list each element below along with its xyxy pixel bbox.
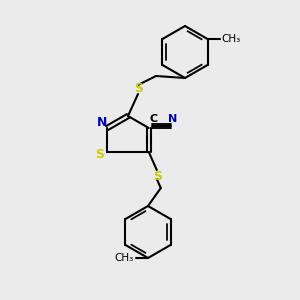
Text: CH₃: CH₃: [115, 253, 134, 263]
Text: S: S: [134, 82, 143, 94]
Text: N: N: [97, 116, 107, 130]
Text: CH₃: CH₃: [221, 34, 241, 44]
Text: S: S: [95, 148, 104, 160]
Text: N: N: [168, 114, 177, 124]
Text: S: S: [153, 169, 162, 182]
Text: C: C: [150, 114, 158, 124]
